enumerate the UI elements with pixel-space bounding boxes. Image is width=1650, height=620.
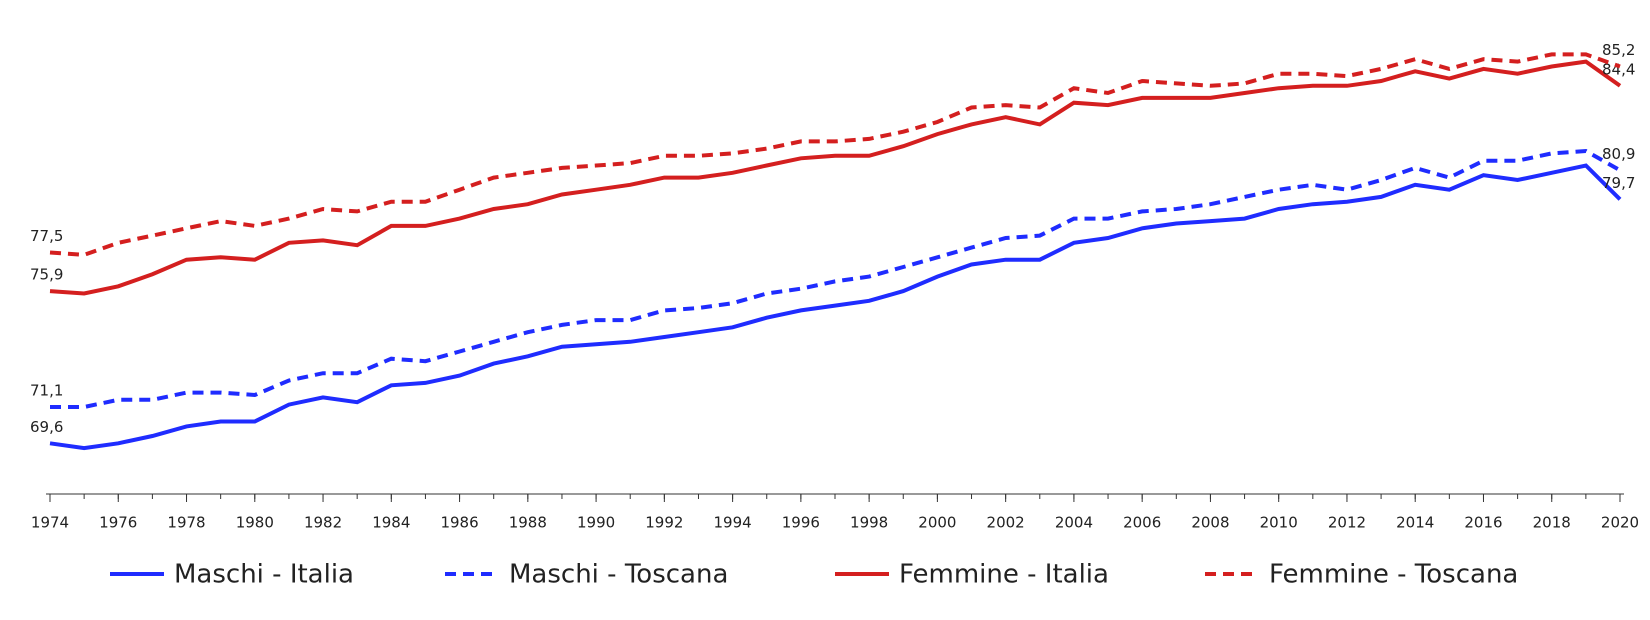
x-tick-label: 1990 (577, 514, 615, 532)
x-tick-label: 1988 (509, 514, 547, 532)
series-line (49, 163, 1622, 451)
series-line (49, 52, 1621, 257)
x-tick-label: 2014 (1396, 514, 1434, 532)
x-tick-label: 2004 (1055, 514, 1093, 532)
x-tick-label: 1974 (31, 514, 69, 532)
legend-label: Maschi - Toscana (509, 560, 728, 590)
x-tick-label: 1998 (850, 514, 888, 532)
value-label: 79,7 (1602, 174, 1635, 192)
legend-label: Femmine - Italia (899, 560, 1109, 590)
x-tick-label: 2018 (1533, 514, 1571, 532)
x-tick-label: 1996 (782, 514, 820, 532)
x-tick-label: 1978 (167, 514, 205, 532)
x-tick-label: 1994 (714, 514, 752, 532)
x-tick-label: 2008 (1191, 514, 1229, 532)
x-tick-label: 2002 (987, 514, 1025, 532)
value-label: 71,1 (30, 382, 63, 400)
series-line (49, 59, 1622, 296)
x-tick-label: 2010 (1260, 514, 1298, 532)
value-label: 69,6 (30, 418, 63, 436)
value-label: 77,5 (30, 227, 63, 245)
legend-label: Maschi - Italia (174, 560, 354, 590)
series-line (50, 148, 1621, 409)
x-tick-label: 2000 (918, 514, 956, 532)
x-tick-label: 1984 (372, 514, 410, 532)
value-label: 84,4 (1602, 60, 1635, 78)
x-tick-label: 2006 (1123, 514, 1161, 532)
x-tick-label: 1980 (236, 514, 274, 532)
value-label: 75,9 (30, 266, 63, 284)
x-tick-label: 2016 (1464, 514, 1502, 532)
x-tick-label: 1976 (99, 514, 137, 532)
x-tick-label: 1982 (304, 514, 342, 532)
x-tick-label: 1986 (440, 514, 478, 532)
x-tick-label: 2020 (1601, 514, 1639, 532)
x-tick-label: 2012 (1328, 514, 1366, 532)
x-tick-label: 1992 (645, 514, 683, 532)
value-label: 85,2 (1602, 41, 1635, 59)
legend-label: Femmine - Toscana (1269, 560, 1518, 590)
value-label: 80,9 (1602, 145, 1635, 163)
